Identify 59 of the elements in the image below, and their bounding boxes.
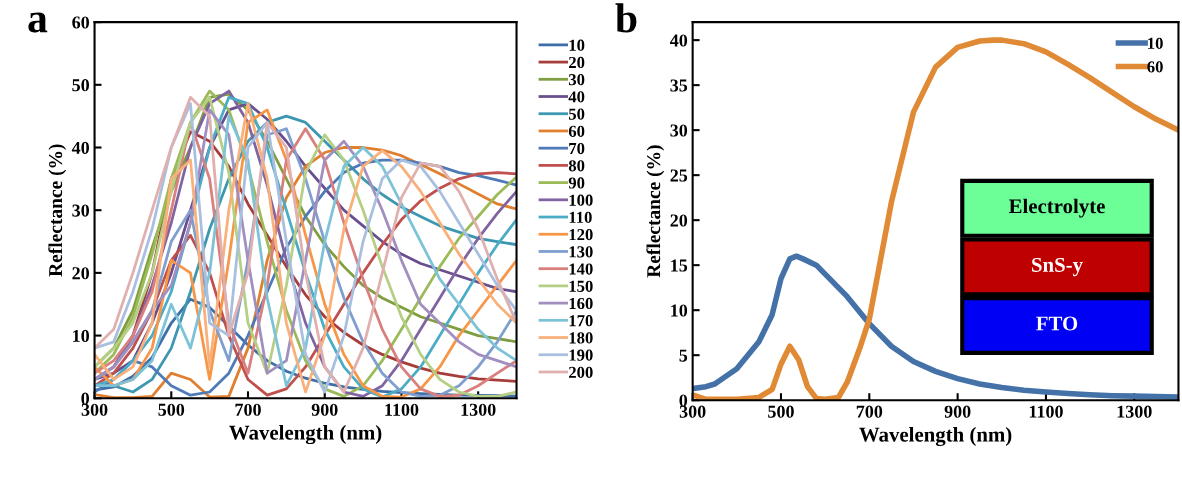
x-tick-label: 300 — [679, 405, 706, 418]
y-tick-label: 0 — [679, 394, 688, 407]
y-tick-label: 20 — [72, 267, 90, 280]
y-axis-title: Reflectance (%) — [48, 144, 67, 277]
annotation: Electrolyte — [1008, 198, 1105, 218]
y-tick-label: 60 — [72, 16, 90, 29]
legend-label: 10 — [569, 39, 585, 51]
legend-label: 30 — [568, 74, 585, 86]
annotation: SnS-y — [1032, 257, 1083, 277]
y-tick-label: 10 — [671, 304, 688, 317]
legend-label: 40 — [568, 91, 585, 103]
y-tick-label: 20 — [670, 214, 688, 227]
legend-label: 170 — [569, 315, 593, 327]
legend-label: 150 — [569, 280, 593, 292]
x-tick-label: 1300 — [461, 403, 496, 416]
legend-label: 90 — [568, 177, 585, 189]
legend-label: 110 — [569, 211, 592, 224]
y-tick-label: 30 — [670, 124, 688, 137]
x-tick-label: 700 — [856, 405, 883, 418]
x-tick-label: 1300 — [1117, 405, 1152, 418]
y-tick-label: 40 — [669, 34, 688, 47]
x-tick-label: 500 — [768, 405, 794, 418]
legend-label: 80 — [568, 160, 585, 172]
y-tick-label: 30 — [72, 204, 90, 217]
legend-label: 60 — [1147, 61, 1163, 73]
y-tick-label: 15 — [671, 259, 688, 272]
x-tick-label: 900 — [311, 403, 338, 416]
legend-label: 120 — [569, 229, 593, 241]
annotation: FTO — [1036, 316, 1078, 331]
legend-label: 70 — [569, 142, 585, 155]
y-tick-label: 25 — [670, 169, 688, 182]
y-tick-label: 35 — [670, 79, 688, 92]
x-tick-label: 300 — [81, 403, 108, 416]
x-tick-label: 1100 — [385, 403, 419, 416]
y-tick-label: 5 — [679, 349, 688, 362]
x-axis-title: Wavelength (nm) — [229, 425, 382, 445]
x-tick-label: 700 — [235, 403, 261, 416]
y-tick-label: 0 — [81, 392, 90, 405]
x-tick-label: 1100 — [1029, 405, 1063, 418]
y-axis-title: Reflectance (%) — [646, 145, 665, 278]
legend-label: 50 — [568, 108, 585, 120]
chart-title: a — [28, 12, 48, 33]
x-axis-title: Wavelength (nm) — [859, 426, 1012, 447]
legend-label: 20 — [569, 56, 585, 69]
legend-label: 200 — [569, 366, 593, 378]
legend-label: 10 — [1148, 37, 1163, 49]
y-tick-label: 40 — [71, 141, 90, 154]
x-tick-label: 900 — [944, 405, 971, 418]
legend-label: 130 — [569, 246, 593, 258]
legend-label: 160 — [569, 297, 593, 310]
y-tick-label: 10 — [73, 329, 90, 343]
legend-label: 180 — [569, 332, 593, 344]
legend-label: 190 — [569, 349, 593, 361]
legend-label: 100 — [569, 194, 593, 206]
y-tick-label: 50 — [72, 79, 90, 92]
chart-title: b — [615, 3, 637, 33]
x-tick-label: 500 — [158, 403, 185, 416]
legend-label: 140 — [569, 263, 593, 275]
legend-label: 60 — [568, 125, 585, 137]
